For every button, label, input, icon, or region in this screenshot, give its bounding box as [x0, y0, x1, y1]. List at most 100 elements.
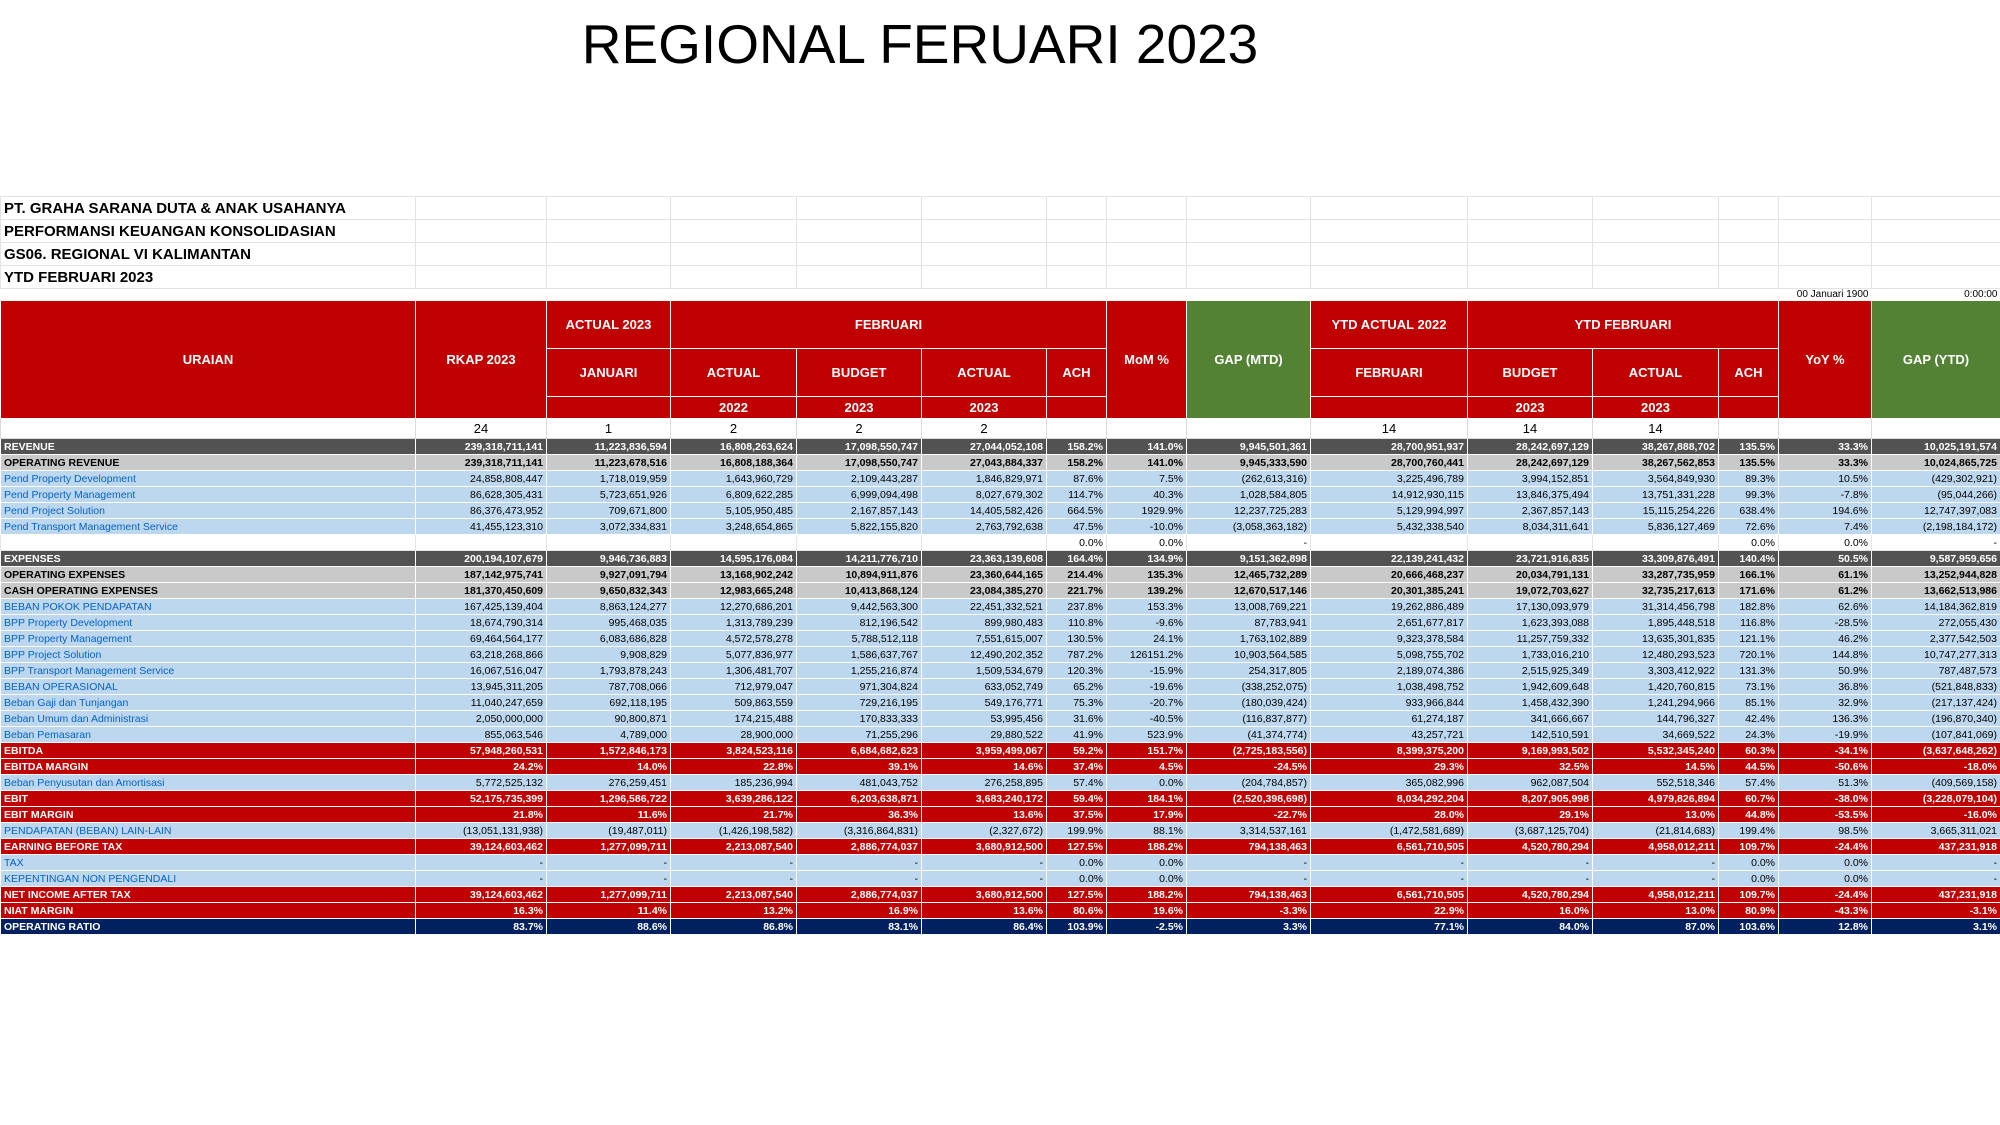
row-label: [0, 534, 416, 551]
table-cell: (429,302,921): [1871, 470, 2000, 487]
table-cell: 8,399,375,200: [1310, 742, 1468, 759]
table-cell: 16.9%: [796, 902, 922, 919]
table-cell: 22,139,241,432: [1310, 550, 1468, 567]
row-label: EBIT: [0, 790, 416, 807]
table-cell: 110.8%: [1046, 614, 1107, 631]
table-cell: 2,367,857,143: [1467, 502, 1593, 519]
table-cell: 24.1%: [1106, 630, 1187, 647]
table-cell: 24.3%: [1718, 726, 1779, 743]
table-cell: 53,995,456: [921, 710, 1047, 727]
table-cell: 2,651,677,817: [1310, 614, 1468, 631]
table-cell: [670, 534, 797, 551]
table-cell: 9,169,993,502: [1467, 742, 1593, 759]
header-ytd-year-2023-actual: 2023: [1592, 396, 1719, 419]
table-cell: 144.8%: [1778, 646, 1872, 663]
table-cell: 19,262,886,489: [1310, 598, 1468, 615]
table-cell: 3.3%: [1186, 918, 1311, 935]
table-cell: 1,643,960,729: [670, 470, 797, 487]
table-cell: 17,098,550,747: [796, 438, 922, 455]
row-label: Pend Transport Management Service: [0, 518, 416, 535]
table-cell: 4,958,012,211: [1592, 886, 1719, 903]
table-cell: 787,487,573: [1871, 662, 2000, 679]
table-cell: 12,237,725,283: [1186, 502, 1311, 519]
table-cell: 0.0%: [1718, 854, 1779, 871]
table-cell: 37.5%: [1046, 806, 1107, 823]
table-row: BPP Property Development 18,674,790,314 99…: [0, 614, 2000, 631]
table-cell: 43,257,721: [1310, 726, 1468, 743]
table-cell: (262,613,316): [1186, 470, 1311, 487]
table-cell: 8,207,905,998: [1467, 790, 1593, 807]
table-row: EARNING BEFORE TAX 39,124,603,462 1,277,09…: [0, 838, 2000, 855]
table-cell: 127.5%: [1046, 886, 1107, 903]
table-cell: 3,248,654,865: [670, 518, 797, 535]
table-cell: (107,841,069): [1871, 726, 2000, 743]
table-cell: 39,124,603,462: [415, 838, 547, 855]
table-cell: 41,455,123,310: [415, 518, 547, 535]
table-cell: 1,572,846,173: [546, 742, 671, 759]
table-cell: 3,994,152,851: [1467, 470, 1593, 487]
table-cell: 729,216,195: [796, 694, 922, 711]
table-cell: -: [1310, 870, 1468, 887]
table-cell: -: [546, 870, 671, 887]
table-cell: 9,946,736,883: [546, 550, 671, 567]
table-cell: 9,945,501,361: [1186, 438, 1311, 455]
table-cell: 23,360,644,165: [921, 566, 1047, 583]
table-cell: 10,413,868,124: [796, 582, 922, 599]
table-cell: 720.1%: [1718, 646, 1779, 663]
table-cell: 12.8%: [1778, 918, 1872, 935]
table-cell: -: [1186, 854, 1311, 871]
table-cell: 142,510,591: [1467, 726, 1593, 743]
table-cell: (204,784,857): [1186, 774, 1311, 791]
table-cell: 1,458,432,390: [1467, 694, 1593, 711]
table-cell: 1,793,878,243: [546, 662, 671, 679]
table-cell: -2.5%: [1106, 918, 1187, 935]
table-cell: 52,175,735,399: [415, 790, 547, 807]
table-cell: 5,772,525,132: [415, 774, 547, 791]
table-cell: 13,945,311,205: [415, 678, 547, 695]
table-cell: 188.2%: [1106, 886, 1187, 903]
table-cell: 1,733,016,210: [1467, 646, 1593, 663]
table-cell: 899,980,483: [921, 614, 1047, 631]
table-cell: 16,808,188,364: [670, 454, 797, 471]
table-cell: 31,314,456,798: [1592, 598, 1719, 615]
table-cell: (3,316,864,831): [796, 822, 922, 839]
row-label: BPP Property Management: [0, 630, 416, 647]
table-cell: 144,796,327: [1592, 710, 1719, 727]
table-cell: 27,043,884,337: [921, 454, 1047, 471]
table-cell: -: [1871, 870, 2000, 887]
table-cell: -34.1%: [1778, 742, 1872, 759]
row-label: BPP Property Development: [0, 614, 416, 631]
table-cell: 2,213,087,540: [670, 838, 797, 855]
col-number: 2: [921, 418, 1047, 439]
table-cell: 37.4%: [1046, 758, 1107, 775]
table-cell: 4,520,780,294: [1467, 838, 1593, 855]
table-cell: 17.9%: [1106, 806, 1187, 823]
header-rkap: RKAP 2023: [415, 300, 547, 419]
table-cell: 194.6%: [1778, 502, 1872, 519]
table-cell: 17,098,550,747: [796, 454, 922, 471]
table-cell: 28,700,951,937: [1310, 438, 1468, 455]
table-row: TAX - - - - -0.0% 0.0% - - - -0.0% 0.0% -: [0, 854, 2000, 871]
table-cell: 42.4%: [1718, 710, 1779, 727]
table-cell: 50.9%: [1778, 662, 1872, 679]
row-label: CASH OPERATING EXPENSES: [0, 582, 416, 599]
row-label: EBITDA: [0, 742, 416, 759]
table-cell: 1,038,498,752: [1310, 678, 1468, 695]
row-label: Pend Property Management: [0, 486, 416, 503]
table-cell: 5,836,127,469: [1592, 518, 1719, 535]
table-cell: 28,900,000: [670, 726, 797, 743]
table-cell: (19,487,011): [546, 822, 671, 839]
table-cell: 633,052,749: [921, 678, 1047, 695]
row-label: BEBAN OPERASIONAL: [0, 678, 416, 695]
header-year-2023-actual: 2023: [921, 396, 1047, 419]
table-cell: 0.0%: [1046, 854, 1107, 871]
info-row: PERFORMANSI KEUANGAN KONSOLIDASIAN: [0, 219, 2000, 243]
table-cell: 1,763,102,889: [1186, 630, 1311, 647]
table-cell: 5,822,155,820: [796, 518, 922, 535]
table-cell: -3.1%: [1871, 902, 2000, 919]
table-cell: 3,959,499,067: [921, 742, 1047, 759]
table-cell: 239,318,711,141: [415, 438, 547, 455]
table-cell: 2,050,000,000: [415, 710, 547, 727]
row-label: BPP Project Solution: [0, 646, 416, 663]
table-cell: 481,043,752: [796, 774, 922, 791]
